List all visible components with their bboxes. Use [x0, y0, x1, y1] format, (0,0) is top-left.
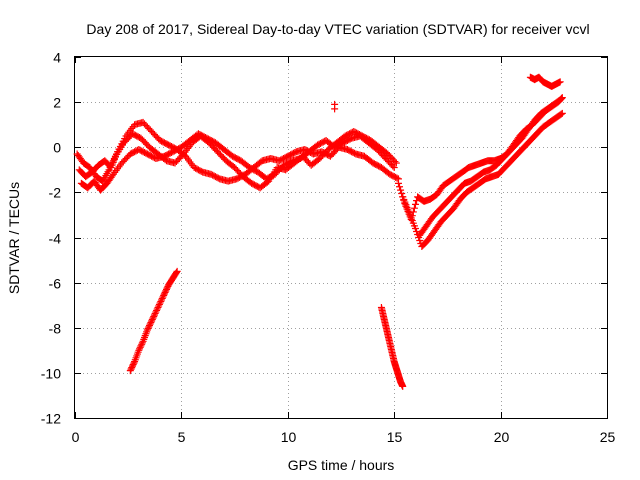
x-axis-label: GPS time / hours — [288, 457, 395, 473]
data-point — [146, 320, 154, 328]
y-tick-label: -8 — [49, 321, 62, 337]
data-point — [396, 183, 404, 191]
y-tick-label: -6 — [49, 276, 62, 292]
data-point — [393, 174, 401, 182]
data-point — [557, 110, 565, 118]
data-point — [136, 345, 144, 353]
series-arc-c — [73, 127, 400, 192]
chart-title: Day 208 of 2017, Sidereal Day-to-day VTE… — [86, 21, 589, 37]
data-point — [163, 285, 171, 293]
data-point — [391, 158, 399, 166]
data-point — [411, 200, 419, 208]
data-point — [331, 105, 339, 113]
data-point — [148, 315, 156, 323]
data-point — [394, 179, 402, 187]
x-tick-labels: 0 5 10 15 20 25 — [72, 429, 616, 445]
series-arc-f — [416, 96, 564, 239]
data-point — [145, 323, 153, 331]
data-point — [162, 287, 170, 295]
data-point — [558, 109, 566, 117]
data-point — [556, 96, 564, 104]
data-point — [389, 162, 397, 170]
x-tick-label: 20 — [494, 429, 510, 445]
data-point — [160, 291, 168, 299]
data-point — [137, 342, 145, 350]
data-point — [409, 208, 417, 216]
data-point — [128, 364, 136, 372]
y-tick-label: -4 — [49, 231, 62, 247]
data-point — [156, 299, 164, 307]
data-point — [149, 314, 157, 322]
data-point — [148, 317, 156, 325]
data-point — [128, 362, 136, 370]
data-point — [130, 359, 138, 367]
data-point — [136, 343, 144, 351]
data-point — [150, 311, 158, 319]
series-arc-b — [77, 130, 398, 194]
data-point — [155, 302, 163, 310]
y-tick-labels: 4 2 0 -2 -4 -6 -8 -10 -12 — [41, 50, 61, 427]
y-tick-label: -12 — [41, 411, 61, 427]
data-point — [163, 284, 171, 292]
data-point — [159, 293, 167, 301]
data-point — [155, 300, 163, 308]
data-point — [147, 318, 155, 326]
x-tick-label: 5 — [178, 429, 186, 445]
data-point — [153, 306, 161, 314]
x-tick-label: 15 — [387, 429, 403, 445]
y-tick-label: -2 — [49, 185, 62, 201]
data-point — [397, 186, 405, 194]
data-point — [150, 312, 158, 320]
data-point — [390, 164, 398, 172]
data-point — [157, 297, 165, 305]
series-arc-h — [126, 267, 181, 375]
data-point — [399, 382, 407, 390]
y-tick-label: 4 — [53, 50, 61, 66]
data-point — [135, 346, 143, 354]
series-arc-g — [526, 73, 564, 90]
axis-ticks — [75, 57, 608, 419]
data-point — [152, 308, 160, 316]
data-markers — [73, 73, 566, 390]
data-point — [555, 97, 563, 105]
y-tick-label: 0 — [53, 140, 61, 156]
y-tick-label: -10 — [41, 366, 61, 382]
data-point — [158, 296, 166, 304]
data-point — [158, 294, 166, 302]
grid — [75, 57, 607, 418]
data-point — [143, 326, 151, 334]
data-point — [398, 190, 406, 198]
data-point — [392, 159, 400, 167]
data-point — [129, 361, 137, 369]
data-point — [161, 288, 169, 296]
y-axis-label: SDTVAR / TECUs — [6, 182, 22, 294]
data-point — [172, 268, 180, 276]
data-point — [138, 340, 146, 348]
series-arc-i — [377, 303, 407, 390]
data-point — [153, 305, 161, 313]
data-point — [126, 367, 134, 375]
y-tick-label: 2 — [53, 95, 61, 111]
data-point — [138, 339, 146, 347]
data-point — [154, 303, 162, 311]
data-point — [173, 267, 181, 275]
data-point — [144, 325, 152, 333]
data-point — [410, 204, 418, 212]
data-point — [127, 365, 135, 373]
data-point — [151, 309, 159, 317]
x-tick-label: 0 — [72, 429, 80, 445]
series-arc-e — [399, 109, 566, 251]
plot-frame — [74, 56, 608, 419]
data-point — [145, 321, 153, 329]
x-tick-label: 10 — [281, 429, 297, 445]
data-point — [160, 290, 168, 298]
data-point — [411, 224, 419, 232]
series-outliers — [331, 100, 339, 113]
x-tick-label: 25 — [600, 429, 616, 445]
data-point — [413, 227, 421, 235]
data-point — [556, 78, 564, 86]
